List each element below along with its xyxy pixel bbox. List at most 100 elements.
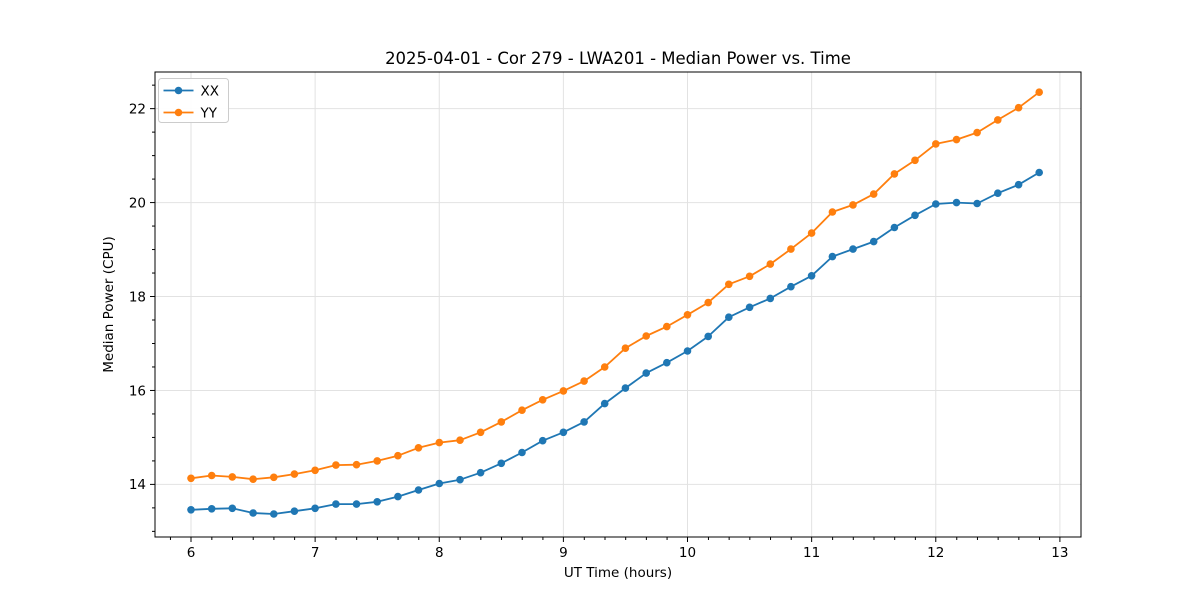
- series-yy-marker: [332, 461, 340, 469]
- series-yy-marker: [621, 344, 630, 353]
- legend-marker: [174, 108, 183, 117]
- series-xx-marker: [932, 200, 940, 208]
- series-yy-marker: [538, 396, 547, 404]
- series-xx-marker: [994, 189, 1002, 197]
- series-yy-marker: [435, 438, 444, 447]
- series-xx-marker: [787, 282, 795, 291]
- series-xx-marker: [249, 509, 257, 517]
- tick-layer: 6 7 8 9 10 11 12 13 14 16 18 20 22: [129, 84, 1068, 561]
- y-tick-label: 16: [129, 383, 146, 399]
- y-axis-label: Median Power (CPU): [101, 236, 117, 372]
- grid-layer: [155, 72, 1081, 537]
- x-tick-label: 9: [559, 545, 568, 561]
- series-yy-marker: [559, 387, 568, 395]
- series-xx-marker: [890, 223, 899, 232]
- series-xx-marker: [600, 399, 609, 408]
- series-yy-marker: [352, 460, 361, 469]
- series-xx-marker: [1035, 168, 1043, 177]
- series-yy-marker: [973, 128, 981, 137]
- series-xx-marker: [973, 199, 981, 208]
- series-yy-marker: [414, 444, 423, 452]
- series-yy-marker: [704, 298, 712, 307]
- series-yy-marker: [456, 436, 464, 445]
- x-tick-label: 13: [1051, 545, 1068, 561]
- series-xx-marker: [290, 507, 299, 515]
- series-yy-marker: [911, 156, 919, 165]
- series-yy-marker: [207, 471, 216, 480]
- series-yy-marker: [228, 473, 237, 481]
- series-yy-marker: [249, 475, 257, 484]
- series-xx-marker: [559, 428, 568, 437]
- series-xx-marker: [228, 504, 237, 513]
- series-xx-marker: [807, 272, 816, 280]
- legend-label: YY: [200, 105, 218, 121]
- series-yy-marker: [725, 280, 733, 289]
- series-yy-marker: [787, 245, 795, 253]
- y-tick-label: 18: [129, 289, 146, 305]
- series-yy-marker: [1035, 88, 1043, 96]
- series-xx-marker: [911, 211, 919, 220]
- series-xx-marker: [270, 510, 278, 518]
- series-xx-marker: [869, 237, 878, 246]
- series-xx-marker: [394, 492, 402, 501]
- x-tick-label: 7: [311, 545, 320, 561]
- y-tick-label: 14: [129, 477, 146, 493]
- series-yy-marker: [663, 322, 671, 331]
- y-tick-label: 22: [129, 101, 146, 117]
- series-xx-marker: [456, 475, 464, 484]
- series-xx-marker: [1014, 180, 1023, 189]
- series-yy-line: [190, 91, 1040, 481]
- series-xx-marker: [683, 347, 692, 355]
- series-xx-line: [190, 171, 1040, 515]
- series-yy-marker: [807, 229, 816, 237]
- series-yy-marker: [311, 466, 319, 475]
- series-xx-marker: [663, 358, 671, 367]
- series-xx-marker: [849, 245, 857, 253]
- series-xx-marker: [642, 369, 650, 377]
- series-xx-marker: [332, 500, 340, 508]
- series-xx-marker: [952, 198, 961, 207]
- series-yy-marker: [745, 272, 754, 281]
- series-yy-marker: [518, 406, 526, 415]
- series-yy-marker: [828, 208, 837, 216]
- series-xx-marker: [745, 303, 754, 312]
- series-yy-marker: [394, 451, 402, 460]
- series-yy-marker: [766, 260, 775, 268]
- series-xx-marker: [414, 486, 423, 494]
- series-yy-marker: [994, 116, 1002, 124]
- series-xx-marker: [766, 294, 775, 303]
- series-yy-marker: [187, 474, 195, 483]
- series-yy-marker: [932, 140, 940, 148]
- series-xx-marker: [311, 504, 319, 513]
- x-tick-label: 6: [187, 545, 196, 561]
- series-yy-marker: [580, 377, 588, 385]
- series-yy-marker: [290, 470, 299, 478]
- series-xx-marker: [207, 505, 216, 513]
- x-tick-label: 8: [435, 545, 444, 561]
- x-tick-label: 11: [803, 545, 820, 561]
- series-yy-marker: [890, 170, 899, 178]
- series-xx-marker: [704, 332, 712, 341]
- legend-item-xx: XX: [163, 83, 220, 99]
- chart-title: 2025-04-01 - Cor 279 - LWA201 - Median P…: [385, 49, 851, 68]
- legend-item-yy: YY: [163, 105, 218, 121]
- legend: XX YY: [158, 78, 229, 123]
- series-yy-marker: [1014, 103, 1023, 112]
- series-yy-marker: [476, 428, 485, 437]
- series-xx-marker: [352, 500, 361, 508]
- x-axis-label: UT Time (hours): [564, 565, 672, 581]
- legend-marker: [174, 86, 183, 95]
- series-yy-marker: [600, 363, 609, 371]
- series-yy-marker: [849, 201, 857, 209]
- series-yy-marker: [869, 190, 878, 198]
- series-xx-marker: [373, 498, 382, 506]
- series-xx-marker: [435, 479, 444, 488]
- series-xx-marker: [476, 468, 485, 477]
- legend-label: XX: [201, 83, 220, 99]
- series-xx-marker: [497, 459, 506, 468]
- series-yy-marker: [497, 418, 506, 426]
- series-xx-marker: [725, 313, 733, 322]
- series-layer: [187, 88, 1043, 518]
- series-yy-marker: [270, 473, 278, 482]
